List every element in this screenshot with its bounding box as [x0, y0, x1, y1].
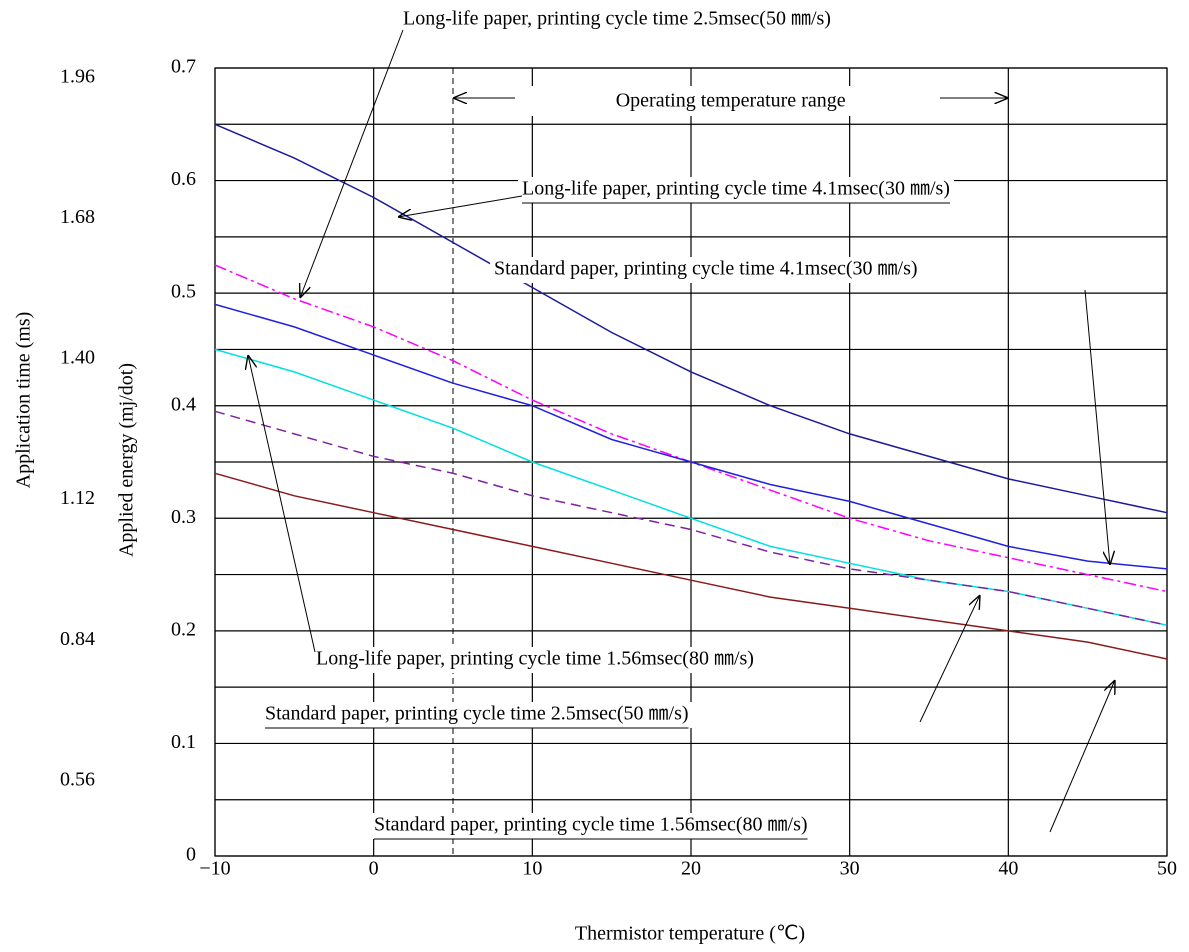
series-line: [214, 123, 1168, 514]
y2-tick-label: 1.40: [60, 347, 95, 369]
x-axis-label: Thermistor temperature (℃): [575, 923, 805, 945]
label-arrow: [300, 29, 404, 298]
x-tick-label: 20: [681, 858, 701, 880]
series-label: Standard paper, printing cycle time 4.1m…: [494, 258, 918, 280]
range-label: Operating temperature range: [616, 90, 846, 112]
x-tick-label: 50: [1157, 858, 1177, 880]
label-arrow: [1049, 680, 1115, 833]
series-label: Long-life paper, printing cycle time 4.1…: [522, 178, 950, 200]
label-bg: [370, 813, 812, 839]
label-bg: [518, 177, 954, 203]
y2-tick-label: 1.12: [60, 487, 95, 509]
label-arrow: [919, 595, 980, 723]
y-tick-label: 0.1: [171, 731, 196, 753]
series-label: Standard paper, printing cycle time 2.5m…: [265, 703, 689, 725]
label-arrow: [398, 195, 523, 217]
x-tick-label: 0: [369, 858, 379, 880]
y2-tick-label: 0.56: [60, 768, 95, 790]
series-line: [214, 410, 1168, 626]
label-bg: [399, 7, 835, 33]
y-tick-label: 0.4: [171, 393, 196, 415]
label-bg: [490, 257, 922, 283]
label-bg: [515, 86, 925, 116]
series-line: [214, 472, 1168, 660]
label-bg: [261, 702, 693, 728]
plot-frame: [214, 67, 1168, 857]
y-tick-label: 0.5: [171, 281, 196, 303]
label-arrow: [248, 355, 316, 653]
y2-axis-label: Application time (ms): [13, 312, 35, 489]
x-tick-label: −10: [199, 858, 230, 880]
series-label: Long-life paper, printing cycle time 1.5…: [316, 648, 754, 670]
x-tick-label: 30: [840, 858, 860, 880]
y2-tick-label: 1.96: [60, 66, 95, 88]
series-line: [214, 348, 1168, 626]
y2-tick-label: 1.68: [60, 206, 95, 228]
series-label: Long-life paper, printing cycle time 2.5…: [403, 8, 831, 30]
y-tick-label: 0.7: [171, 56, 196, 78]
y-tick-label: 0.2: [171, 618, 196, 640]
y-tick-label: 0.3: [171, 506, 196, 528]
y-tick-label: 0: [186, 844, 196, 866]
x-tick-label: 40: [998, 858, 1018, 880]
y-axis-label: Applied energy (mj/dot): [116, 363, 138, 557]
y-tick-label: 0.6: [171, 168, 196, 190]
label-bg: [312, 647, 758, 673]
x-tick-label: 10: [522, 858, 542, 880]
series-label: Standard paper, printing cycle time 1.56…: [374, 814, 808, 836]
series-line: [214, 303, 1168, 570]
y2-tick-label: 0.84: [60, 628, 95, 650]
label-arrow: [1084, 289, 1110, 565]
